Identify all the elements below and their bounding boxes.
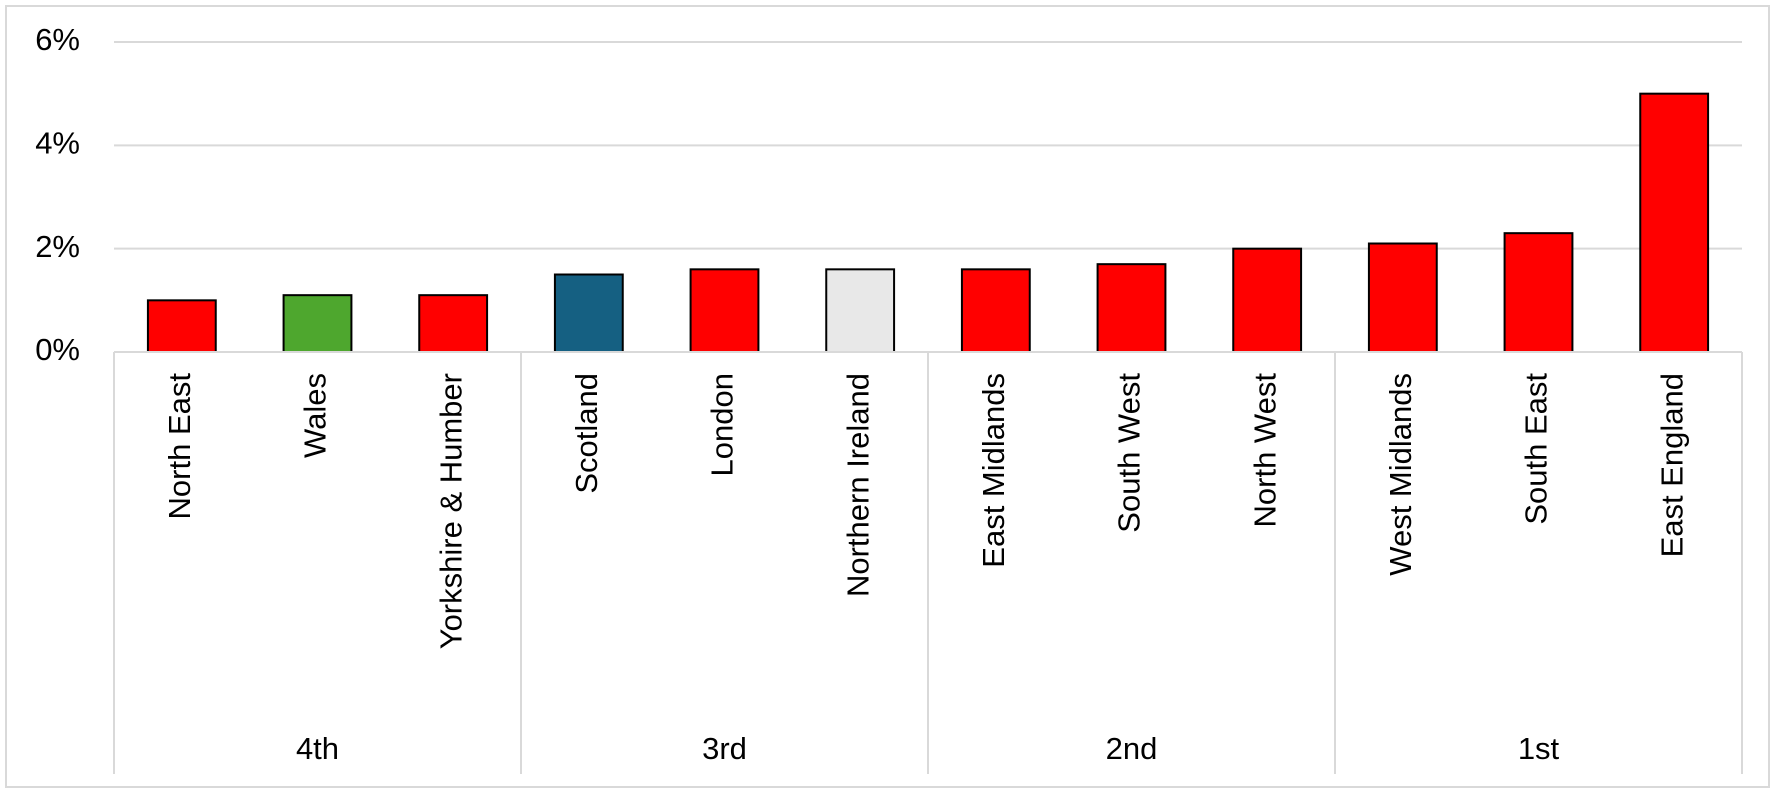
x-tick-label: Scotland <box>569 373 604 494</box>
y-tick-label: 4% <box>35 126 80 161</box>
chart-border <box>5 5 1770 788</box>
x-tick-label: Northern Ireland <box>840 373 875 597</box>
x-tick-label: Wales <box>298 373 333 458</box>
group-label: 4th <box>296 731 339 766</box>
bar <box>418 294 489 353</box>
bar <box>282 294 353 353</box>
x-tick-label: East England <box>1654 373 1689 557</box>
x-tick-label: West Midlands <box>1383 373 1418 576</box>
x-tick-label: North East <box>162 373 197 520</box>
bar <box>1639 92 1710 354</box>
group-label: 2nd <box>1106 731 1158 766</box>
bar <box>1232 247 1303 354</box>
x-tick-label: Yorkshire & Humber <box>433 373 468 649</box>
bar <box>689 268 760 354</box>
group-label: 1st <box>1518 731 1560 766</box>
y-tick-label: 6% <box>35 22 80 57</box>
x-tick-label: East Midlands <box>976 373 1011 568</box>
x-tick-label: South East <box>1519 373 1554 525</box>
bar <box>146 299 217 354</box>
bar <box>553 273 624 353</box>
group-label: 3rd <box>702 731 747 766</box>
bar <box>1367 242 1438 353</box>
x-tick-label: South West <box>1112 373 1147 533</box>
bar <box>1503 232 1574 354</box>
bar <box>960 268 1031 354</box>
x-tick-label: North West <box>1247 373 1282 528</box>
bar <box>825 268 896 354</box>
bar <box>1096 263 1167 353</box>
y-tick-label: 0% <box>35 332 80 367</box>
x-tick-label: London <box>705 373 740 476</box>
y-tick-label: 2% <box>35 229 80 264</box>
